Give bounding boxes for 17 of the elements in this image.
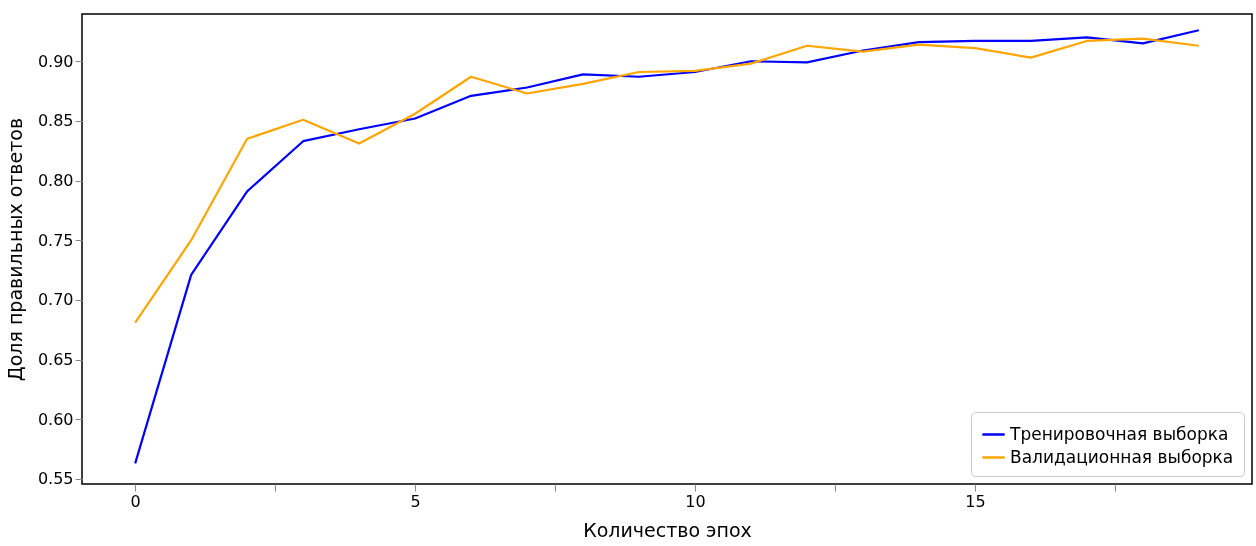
y-tick-label: 0.65 [37, 350, 74, 370]
x-tick-label: 0 [130, 491, 141, 511]
y-tick-label: 0.90 [37, 51, 74, 71]
y-tick-label: 0.85 [37, 111, 74, 131]
legend-label: Валидационная выборка [1010, 446, 1234, 467]
x-tick-label: 5 [410, 491, 421, 511]
x-tick-label: 10 [685, 491, 706, 511]
x-tick-label: 15 [965, 491, 986, 511]
y-tick-label: 0.60 [37, 409, 74, 429]
y-tick-label: 0.70 [37, 290, 74, 310]
line-series [134, 37, 1200, 324]
y-tick-label: 0.80 [37, 171, 74, 191]
y-axis-title: Доля правильных ответов [3, 117, 26, 382]
y-tick-label: 0.55 [37, 469, 74, 489]
x-axis-title: Количество эпох [583, 518, 752, 541]
legend-label: Тренировочная выборка [1009, 423, 1229, 444]
y-tick-label: 0.75 [37, 230, 74, 250]
